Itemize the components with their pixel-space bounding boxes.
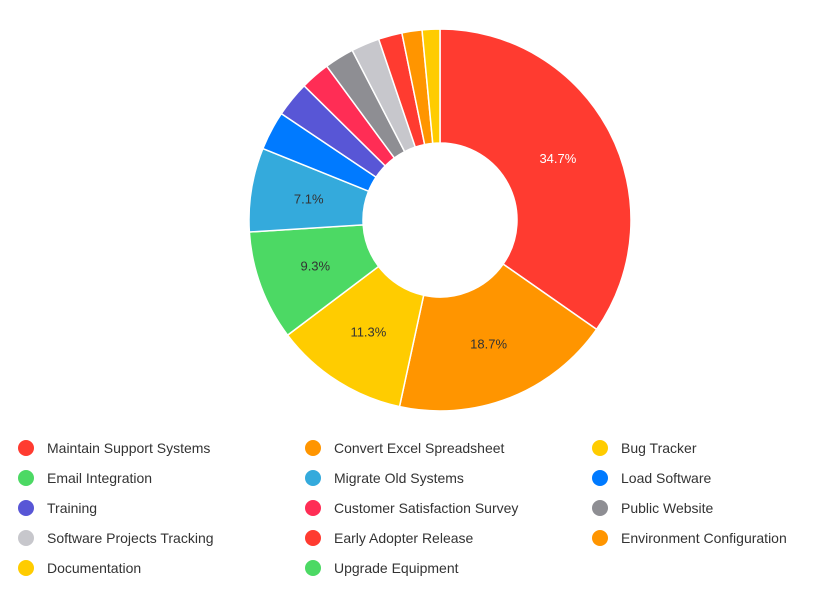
legend-marker bbox=[592, 530, 608, 546]
legend-label: Maintain Support Systems bbox=[47, 440, 211, 456]
slice-documentation[interactable] bbox=[421, 28, 441, 145]
legend-marker bbox=[18, 560, 34, 576]
legend-marker bbox=[18, 470, 34, 486]
legend-item-early-adopter-release[interactable]: Early Adopter Release bbox=[305, 523, 473, 553]
legend-label: Training bbox=[47, 500, 98, 516]
legend-item-documentation[interactable]: Documentation bbox=[18, 553, 141, 583]
legend-label: Early Adopter Release bbox=[334, 530, 474, 546]
legend-item-upgrade-equipment[interactable]: Upgrade Equipment bbox=[305, 553, 459, 583]
legend-marker bbox=[592, 500, 608, 516]
legend-label: Documentation bbox=[47, 560, 142, 576]
legend-item-maintain-support-systems[interactable]: Maintain Support Systems bbox=[18, 433, 210, 463]
legend-marker bbox=[305, 500, 321, 516]
legend-item-public-website[interactable]: Public Website bbox=[592, 493, 713, 523]
legend-item-load-software[interactable]: Load Software bbox=[592, 463, 711, 493]
legend-item-environment-configuration[interactable]: Environment Configuration bbox=[592, 523, 787, 553]
legend-marker bbox=[18, 440, 34, 456]
legend-item-bug-tracker[interactable]: Bug Tracker bbox=[592, 433, 696, 463]
legend-item-training[interactable]: Training bbox=[18, 493, 97, 523]
legend-marker bbox=[305, 530, 321, 546]
slice-convert-excel-spreadsheet[interactable] bbox=[398, 263, 598, 412]
legend-label: Environment Configuration bbox=[621, 530, 787, 546]
legend-item-convert-excel-spreadsheet[interactable]: Convert Excel Spreadsheet bbox=[305, 433, 504, 463]
legend-label: Software Projects Tracking bbox=[47, 530, 214, 546]
legend-label: Public Website bbox=[621, 500, 714, 516]
legend-marker bbox=[592, 470, 608, 486]
chart-legend: Maintain Support Systems Convert Excel Sp… bbox=[0, 433, 832, 583]
slice-maintain-support-systems[interactable] bbox=[439, 28, 632, 331]
data-label-bug-tracker: 11.3% bbox=[350, 325, 386, 340]
donut-plot: 34.7% 18.7% 11.3% 9.3% 7.1% bbox=[248, 28, 632, 412]
data-label-email-integration: 9.3% bbox=[300, 259, 330, 274]
legend-marker bbox=[592, 440, 608, 456]
legend-label: Customer Satisfaction Survey bbox=[334, 500, 519, 516]
legend-marker bbox=[305, 560, 321, 576]
data-label-migrate-old-systems: 7.1% bbox=[294, 191, 324, 206]
legend-marker bbox=[305, 440, 321, 456]
legend-marker bbox=[18, 530, 34, 546]
legend-marker bbox=[305, 470, 321, 486]
legend-item-email-integration[interactable]: Email Integration bbox=[18, 463, 152, 493]
legend-marker bbox=[18, 500, 34, 516]
legend-item-software-projects-tracking[interactable]: Software Projects Tracking bbox=[18, 523, 214, 553]
legend-label: Email Integration bbox=[47, 470, 153, 486]
legend-label: Convert Excel Spreadsheet bbox=[334, 440, 505, 456]
legend-label: Upgrade Equipment bbox=[334, 560, 459, 576]
data-label-convert-excel-spreadsheet: 18.7% bbox=[470, 336, 507, 351]
legend-label: Migrate Old Systems bbox=[334, 470, 464, 486]
legend-label: Bug Tracker bbox=[621, 440, 697, 456]
legend-item-customer-satisfaction-survey[interactable]: Customer Satisfaction Survey bbox=[305, 493, 518, 523]
legend-label: Load Software bbox=[621, 470, 712, 486]
legend-item-migrate-old-systems[interactable]: Migrate Old Systems bbox=[305, 463, 464, 493]
data-label-maintain-support-systems: 34.7% bbox=[539, 151, 576, 166]
